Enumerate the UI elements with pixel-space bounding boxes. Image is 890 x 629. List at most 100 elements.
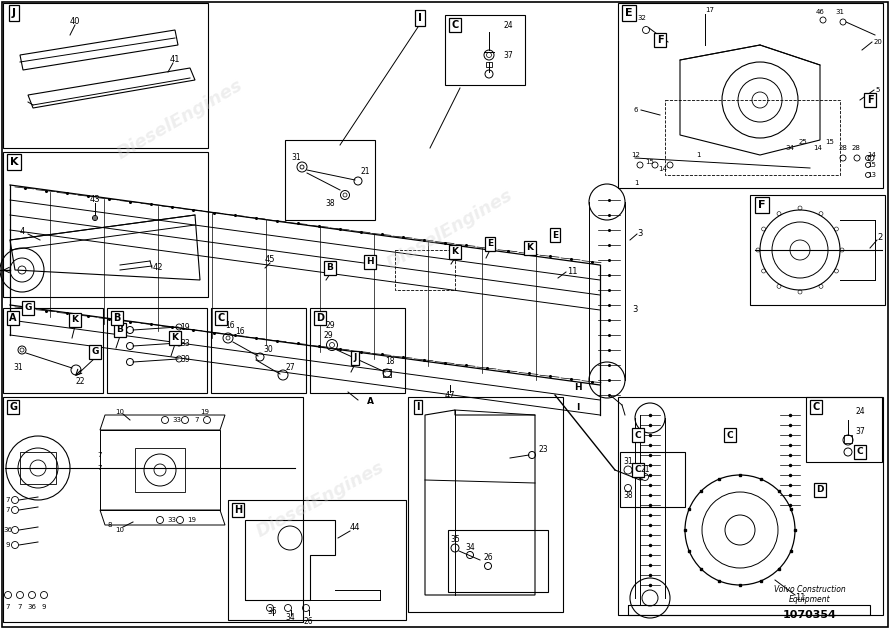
Bar xyxy=(211,308,306,393)
Bar xyxy=(135,448,185,492)
Text: J: J xyxy=(353,353,357,362)
Bar xyxy=(310,308,405,393)
Text: 3: 3 xyxy=(632,306,638,314)
Text: 34: 34 xyxy=(285,613,295,621)
Text: 4: 4 xyxy=(20,228,25,237)
Text: G: G xyxy=(92,347,99,357)
Bar xyxy=(445,15,525,85)
Text: 25: 25 xyxy=(798,139,807,145)
Text: D: D xyxy=(816,486,824,494)
Text: 37: 37 xyxy=(503,50,513,60)
Bar xyxy=(844,435,852,443)
Bar xyxy=(665,100,840,175)
Text: 24: 24 xyxy=(503,21,513,30)
Text: H: H xyxy=(366,257,374,267)
Text: 12: 12 xyxy=(632,152,641,158)
Bar xyxy=(228,500,406,620)
Text: 43: 43 xyxy=(90,196,101,204)
Text: F: F xyxy=(758,200,765,210)
Text: 31: 31 xyxy=(623,457,633,467)
Text: 10: 10 xyxy=(116,409,125,415)
Text: 41: 41 xyxy=(170,55,181,65)
Text: I: I xyxy=(577,403,579,413)
Text: 26: 26 xyxy=(303,618,312,626)
Bar xyxy=(448,530,548,592)
Text: K: K xyxy=(71,316,78,325)
Text: E: E xyxy=(552,230,558,240)
Text: 19: 19 xyxy=(180,323,190,331)
Text: H: H xyxy=(234,505,242,515)
Text: 29: 29 xyxy=(325,321,335,330)
Text: 34: 34 xyxy=(465,543,475,552)
Text: 23: 23 xyxy=(538,445,548,455)
Text: 7: 7 xyxy=(18,604,22,610)
Text: 44: 44 xyxy=(350,523,360,533)
Text: DieselEngines: DieselEngines xyxy=(114,77,247,164)
Text: A: A xyxy=(9,313,17,323)
Text: 24: 24 xyxy=(855,408,865,416)
Text: K: K xyxy=(172,333,179,343)
Text: A: A xyxy=(367,398,374,406)
Text: Equipment: Equipment xyxy=(789,596,830,604)
Text: 30: 30 xyxy=(263,345,273,355)
Text: DieselEngines: DieselEngines xyxy=(253,459,387,542)
Text: C: C xyxy=(727,430,733,440)
Text: 1: 1 xyxy=(696,152,700,158)
Text: C: C xyxy=(451,20,458,30)
Text: B: B xyxy=(117,325,124,335)
Text: F: F xyxy=(867,95,873,105)
Text: 9: 9 xyxy=(42,604,46,610)
Text: B: B xyxy=(113,313,121,323)
Text: J: J xyxy=(12,8,16,18)
Text: 14: 14 xyxy=(813,145,822,151)
Text: 14: 14 xyxy=(659,166,668,172)
Text: 42: 42 xyxy=(153,264,163,272)
Text: 2: 2 xyxy=(878,233,883,243)
Text: 22: 22 xyxy=(76,377,85,386)
Text: E: E xyxy=(487,240,493,248)
Text: 15: 15 xyxy=(645,159,654,165)
Text: DieselEngines: DieselEngines xyxy=(384,187,516,274)
Text: 1070354: 1070354 xyxy=(783,610,837,620)
Text: 46: 46 xyxy=(815,9,824,15)
Text: D: D xyxy=(316,313,324,323)
Text: 6: 6 xyxy=(634,107,638,113)
Text: 33: 33 xyxy=(180,338,190,347)
Text: 7: 7 xyxy=(98,452,102,458)
Bar xyxy=(285,140,375,220)
Bar xyxy=(3,308,103,393)
Text: 35: 35 xyxy=(267,608,277,616)
Text: C: C xyxy=(635,465,642,474)
Text: 7: 7 xyxy=(98,465,102,471)
Text: 29: 29 xyxy=(323,330,333,340)
Text: 7: 7 xyxy=(5,497,11,503)
Text: K: K xyxy=(527,243,533,252)
Text: 32: 32 xyxy=(637,15,646,21)
Text: 33: 33 xyxy=(173,417,182,423)
Bar xyxy=(618,3,883,188)
Bar xyxy=(408,397,563,612)
Text: C: C xyxy=(217,313,224,323)
Text: K: K xyxy=(10,157,19,167)
Text: 15: 15 xyxy=(868,162,877,168)
Text: 7: 7 xyxy=(195,417,199,423)
Text: 16: 16 xyxy=(225,321,235,330)
Text: 15: 15 xyxy=(826,139,835,145)
Text: K: K xyxy=(451,247,458,257)
Text: 19: 19 xyxy=(188,517,197,523)
Text: Volvo Construction: Volvo Construction xyxy=(774,586,845,594)
Bar xyxy=(486,62,492,67)
Text: 31: 31 xyxy=(13,364,23,372)
Text: E: E xyxy=(625,8,633,18)
Bar xyxy=(20,452,56,484)
Text: H: H xyxy=(574,384,582,392)
Text: B: B xyxy=(327,264,334,272)
Bar xyxy=(3,152,208,297)
Bar xyxy=(3,3,208,148)
Text: 47: 47 xyxy=(445,391,456,399)
Text: 1: 1 xyxy=(634,180,638,186)
Text: 26: 26 xyxy=(483,554,493,562)
Text: 3: 3 xyxy=(637,230,643,238)
Text: 9: 9 xyxy=(5,542,11,548)
Text: 38: 38 xyxy=(623,491,633,499)
